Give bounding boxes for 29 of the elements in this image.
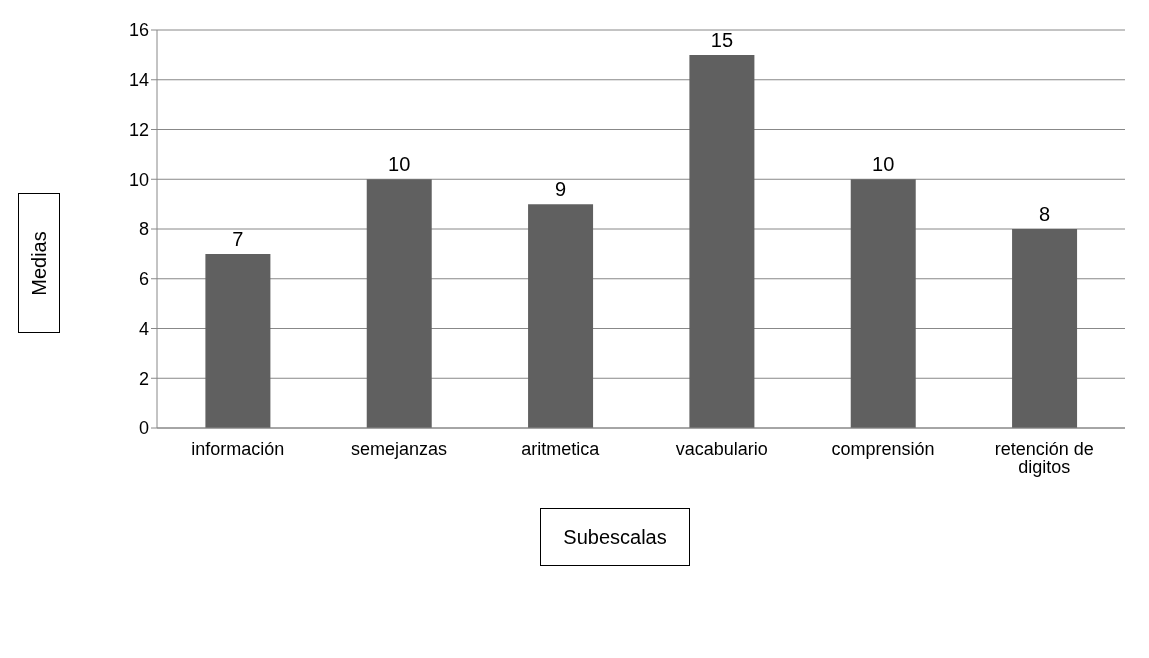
data-label: 8: [1039, 203, 1051, 225]
data-label: 9: [555, 178, 567, 201]
y-tick-label: 6: [138, 269, 149, 290]
y-tick-label: 10: [128, 169, 149, 190]
y-tick-label: 12: [128, 119, 149, 140]
data-label: 7: [232, 227, 244, 250]
bar: [850, 179, 916, 428]
y-tick-label: 4: [138, 318, 149, 339]
bar: [205, 253, 271, 428]
x-axis-title: Subescalas: [540, 508, 690, 566]
x-tick-label: vacabulario: [675, 438, 768, 459]
y-tick-label: 16: [128, 20, 149, 41]
y-tick-label: 0: [138, 418, 149, 439]
y-axis-title: Medias: [27, 230, 51, 296]
bar: [528, 204, 594, 428]
bar: [689, 54, 755, 428]
data-label: 15: [710, 28, 734, 51]
bar: [1012, 229, 1078, 428]
x-tick-label: información: [191, 438, 285, 459]
y-tick-label: 14: [128, 70, 149, 91]
x-tick-label: semejanzas: [350, 438, 448, 459]
bar: [366, 179, 432, 428]
x-tick-label: retención de digitos: [994, 438, 1094, 477]
data-label: 10: [872, 153, 895, 176]
data-label: 10: [388, 153, 411, 176]
y-tick-label: 2: [138, 368, 149, 389]
x-tick-label: aritmetica: [521, 438, 601, 459]
y-tick-label: 8: [138, 219, 149, 240]
x-tick-label: comprensión: [831, 438, 935, 459]
